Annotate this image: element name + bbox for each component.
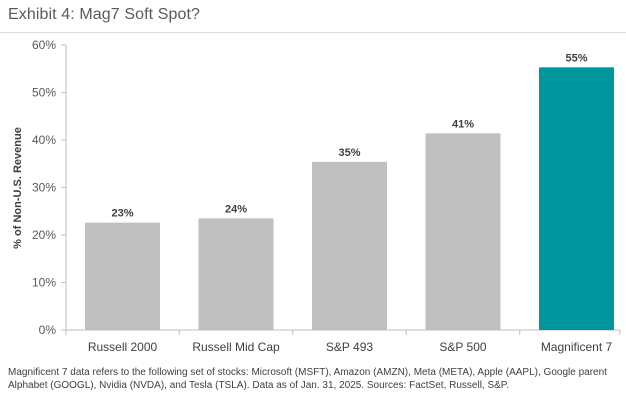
y-tick-label: 10% bbox=[32, 276, 56, 290]
y-tick-label: 60% bbox=[32, 38, 56, 52]
x-tick-label: Magnificent 7 bbox=[541, 340, 613, 354]
y-tick-label: 40% bbox=[32, 133, 56, 147]
y-axis-label: % of Non-U.S. Revenue bbox=[12, 127, 24, 249]
title-divider bbox=[0, 32, 626, 33]
x-tick-label: S&P 500 bbox=[439, 340, 486, 354]
y-tick-label: 0% bbox=[39, 323, 57, 337]
chart-bars bbox=[85, 67, 614, 330]
bar-chart: 0% 10% 20% 30% 40% 50% 60% 23% Russell 2000 24% R… bbox=[12, 38, 621, 354]
chart-footnote: Magnificent 7 data refers to the followi… bbox=[8, 367, 607, 391]
bar-s-p-500 bbox=[425, 133, 501, 330]
bar-value-label: 24% bbox=[225, 203, 247, 215]
chart-title: Exhibit 4: Mag7 Soft Spot? bbox=[8, 6, 201, 23]
y-tick-label: 20% bbox=[32, 228, 56, 242]
bar-russell-2000 bbox=[85, 222, 160, 330]
bar-value-label: 23% bbox=[111, 208, 133, 220]
y-tick-label: 30% bbox=[32, 181, 56, 195]
y-tick-label: 50% bbox=[32, 86, 56, 100]
x-tick-label: Russell Mid Cap bbox=[192, 340, 280, 354]
bar-value-label: 41% bbox=[452, 118, 474, 130]
bar-russell-mid-cap bbox=[198, 218, 274, 330]
x-tick-label: S&P 493 bbox=[326, 340, 373, 354]
bar-value-label: 35% bbox=[338, 147, 360, 159]
bar-s-p-493 bbox=[312, 161, 387, 330]
x-tick-label: Russell 2000 bbox=[88, 340, 158, 354]
chart-labels: 23% Russell 2000 24% Russell Mid Cap 35% S&P … bbox=[88, 52, 613, 354]
bar-magnificent-7 bbox=[539, 67, 614, 330]
bar-value-label: 55% bbox=[565, 52, 587, 64]
